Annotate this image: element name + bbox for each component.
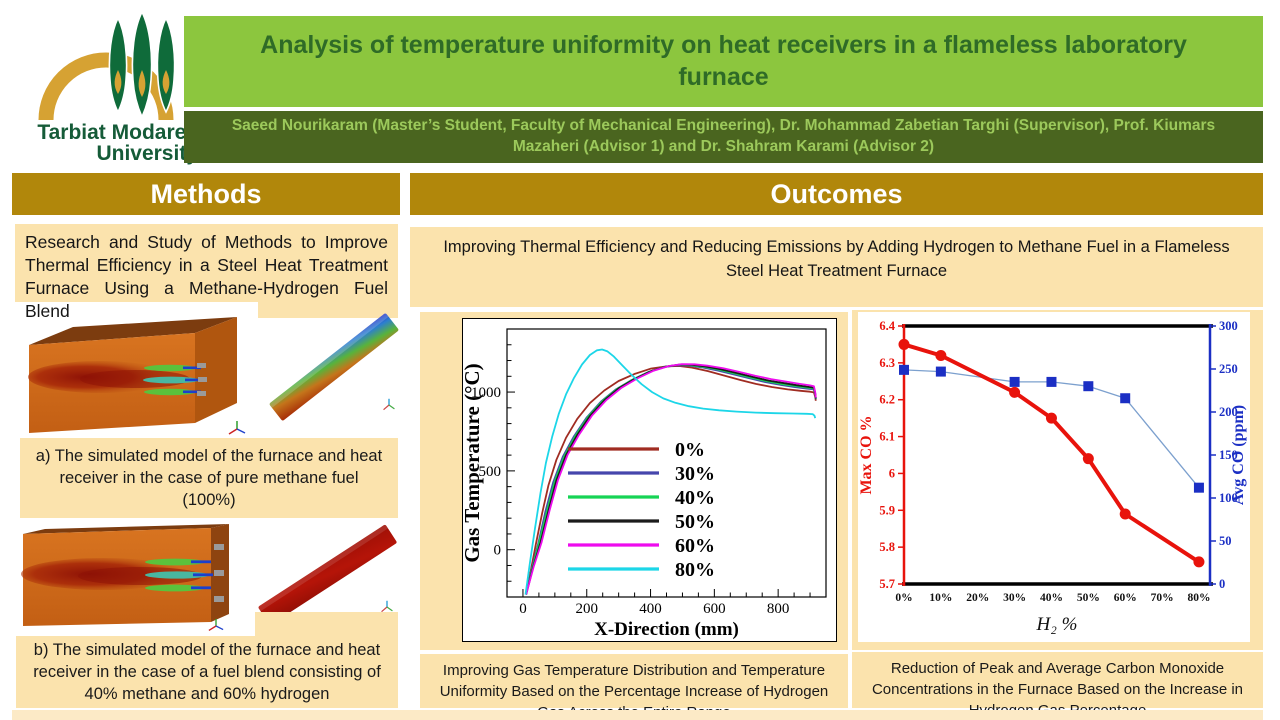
svg-text:Max CO %: Max CO % [858, 415, 875, 494]
svg-text:100: 100 [1219, 491, 1238, 505]
svg-text:6.4: 6.4 [879, 319, 895, 333]
svg-text:10%: 10% [929, 592, 952, 604]
axis-triad-icon [381, 600, 393, 613]
heat-receiver-b-image [255, 524, 400, 624]
university-logo-mark [38, 12, 176, 120]
methods-body-text: Research and Study of Methods to Improve… [25, 232, 388, 322]
svg-text:X-Direction (mm): X-Direction (mm) [594, 619, 739, 640]
svg-text:0%: 0% [895, 592, 912, 604]
svg-text:0: 0 [519, 601, 527, 617]
svg-text:0: 0 [1219, 577, 1225, 591]
poster-title-text: Analysis of temperature uniformity on he… [260, 31, 1187, 91]
methods-body-block: Research and Study of Methods to Improve… [15, 224, 398, 321]
outcomes-section-header: Outcomes [410, 173, 1263, 215]
outcomes-intro-text: Improving Thermal Efficiency and Reducin… [443, 238, 1230, 280]
svg-text:250: 250 [1219, 362, 1238, 376]
svg-text:40%: 40% [675, 487, 715, 509]
svg-text:1000: 1000 [471, 385, 501, 401]
svg-text:6.3: 6.3 [879, 356, 895, 370]
logo-text-line2: University [96, 142, 198, 166]
svg-text:6: 6 [889, 466, 895, 480]
gas-temperature-chart: 0 200 400 600 800 0 500 1000 0%30%40%50%60%80% Ga… [463, 328, 827, 640]
svg-text:500: 500 [479, 464, 502, 480]
svg-text:50: 50 [1219, 534, 1232, 548]
axis-triad-icon [228, 421, 246, 435]
heat-receiver-a-image [268, 312, 400, 422]
caption-simulation-a: a) The simulated model of the furnace an… [20, 438, 398, 518]
fuel-jets [145, 558, 213, 592]
bottom-strip [12, 710, 1263, 720]
axis-triad-icon [383, 398, 395, 411]
svg-text:150: 150 [1219, 448, 1238, 462]
authors-bar: Saeed Nourikaram (Master’s Student, Facu… [184, 111, 1263, 163]
outcomes-heading: Outcomes [770, 178, 903, 209]
outcomes-intro-block: Improving Thermal Efficiency and Reducin… [410, 227, 1263, 307]
svg-text:0%: 0% [675, 439, 705, 461]
co-chart-frame: 5.7 5.8 5.9 6 6.1 6.2 6.3 6.4 0 50 100 150 200 250 300… [858, 312, 1250, 642]
svg-text:200: 200 [576, 601, 599, 617]
svg-text:30%: 30% [1003, 592, 1026, 604]
caption-simulation-b: b) The simulated model of the furnace an… [16, 636, 398, 708]
svg-text:6.2: 6.2 [879, 393, 895, 407]
methods-section-header: Methods [12, 173, 400, 215]
furnace-simulation-b-image [15, 522, 250, 627]
svg-text:60%: 60% [1114, 592, 1137, 604]
methods-heading: Methods [150, 178, 262, 209]
svg-text:600: 600 [703, 601, 726, 617]
authors-text: Saeed Nourikaram (Master’s Student, Facu… [231, 117, 1216, 155]
svg-text:800: 800 [767, 601, 790, 617]
co-chart: 5.7 5.8 5.9 6 6.1 6.2 6.3 6.4 0 50 100 150 200 250 300… [858, 319, 1247, 635]
university-logo: Tarbiat Modares University [30, 12, 198, 166]
caption-a-text: a) The simulated model of the furnace an… [35, 446, 383, 510]
svg-text:50%: 50% [1077, 592, 1100, 604]
caption-b-extension [255, 612, 398, 638]
svg-text:5.9: 5.9 [879, 503, 895, 517]
svg-text:50%: 50% [675, 511, 715, 533]
svg-text:70%: 70% [1151, 592, 1174, 604]
svg-text:5.8: 5.8 [879, 540, 895, 554]
svg-text:5.7: 5.7 [879, 577, 895, 591]
svg-text:200: 200 [1219, 405, 1238, 419]
svg-text:80%: 80% [675, 559, 715, 581]
caption-b-text: b) The simulated model of the furnace an… [33, 640, 381, 704]
poster-title: Analysis of temperature uniformity on he… [184, 16, 1263, 107]
svg-text:0: 0 [494, 543, 502, 559]
logo-text-line1: Tarbiat Modares [37, 121, 198, 144]
gas-temperature-chart-frame: 0 200 400 600 800 0 500 1000 0% 30% 40% 50% 60% 80% Ga… [462, 318, 837, 642]
svg-text:Gas Temperature (°C): Gas Temperature (°C) [463, 363, 484, 562]
svg-text:60%: 60% [675, 535, 715, 557]
fuel-jets [143, 364, 203, 396]
svg-text:H₂ %: H₂ % [1036, 614, 1078, 635]
caption-chart1: Improving Gas Temperature Distribution a… [420, 654, 848, 720]
svg-text:20%: 20% [966, 592, 989, 604]
logo-cypress-trees [108, 12, 176, 119]
svg-text:80%: 80% [1187, 592, 1210, 604]
axis-triad-icon [208, 618, 224, 632]
caption-chart2: Reduction of Peak and Average Carbon Mon… [852, 652, 1263, 719]
furnace-simulation-a-image [15, 305, 265, 440]
svg-text:40%: 40% [1040, 592, 1063, 604]
svg-text:6.1: 6.1 [879, 430, 895, 444]
svg-text:300: 300 [1219, 319, 1238, 333]
svg-text:30%: 30% [675, 463, 715, 485]
svg-text:Avg CO (ppm): Avg CO (ppm) [1230, 405, 1247, 505]
svg-text:400: 400 [639, 601, 662, 617]
